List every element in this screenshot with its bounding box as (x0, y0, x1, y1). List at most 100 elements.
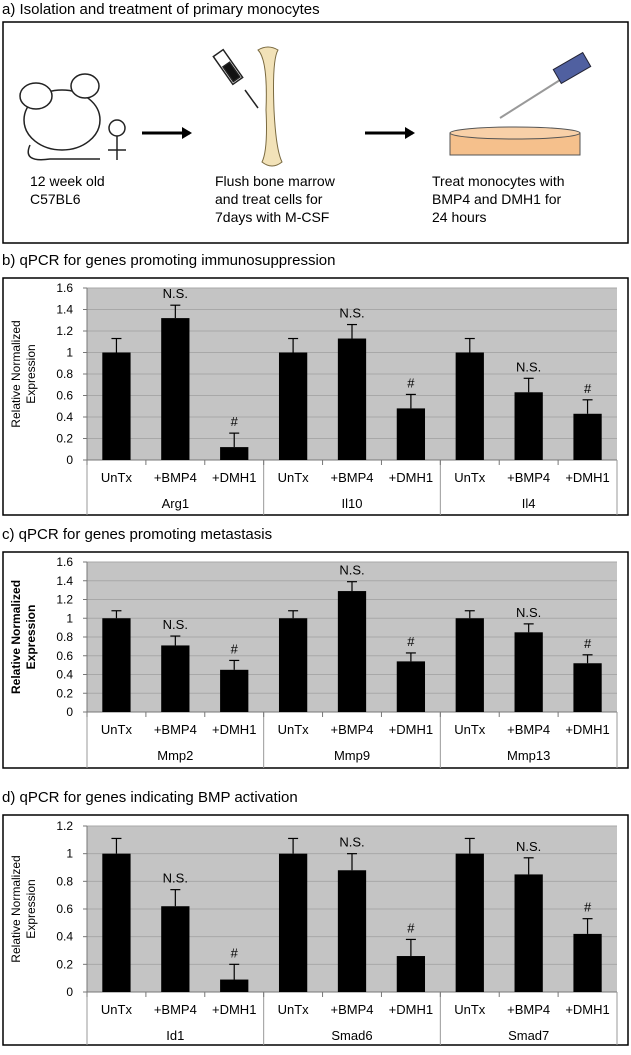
x-tick-label: +DMH1 (565, 722, 609, 737)
annotation: # (407, 634, 415, 649)
x-tick-label: +BMP4 (507, 1002, 550, 1017)
bar (102, 853, 131, 992)
bar (102, 352, 131, 460)
y-tick-label: 1.6 (56, 555, 73, 569)
y-axis-label: Relative Normalized (9, 855, 23, 962)
step-text: BMP4 and DMH1 for (432, 191, 561, 207)
y-tick-label: 0.4 (56, 668, 73, 682)
x-tick-label: UnTx (278, 1002, 310, 1017)
annotation: # (407, 920, 415, 935)
annotation: N.S. (163, 871, 188, 886)
bar (278, 618, 308, 712)
group-label: Il10 (342, 496, 363, 511)
annotation: N.S. (516, 359, 541, 374)
step-text: and treat cells for (215, 191, 323, 207)
group-label: Mmp13 (507, 748, 550, 763)
x-tick-label: +BMP4 (331, 470, 374, 485)
annotation: N.S. (163, 286, 188, 301)
y-tick-label: 0.4 (56, 930, 73, 944)
y-tick-label: 0.8 (56, 630, 73, 644)
annotation: # (231, 414, 239, 429)
bar (514, 392, 543, 460)
mouse-icon (19, 73, 126, 161)
y-axis-label: Expression (24, 344, 38, 403)
x-tick-label: UnTx (454, 722, 486, 737)
y-tick-label: 0.2 (56, 432, 73, 446)
x-tick-label: +DMH1 (565, 470, 609, 485)
x-tick-label: +DMH1 (212, 722, 256, 737)
panel-title: a) Isolation and treatment of primary mo… (2, 1, 320, 18)
x-tick-label: UnTx (101, 1002, 133, 1017)
group-label: Il4 (522, 496, 536, 511)
annotation: N.S. (339, 563, 364, 578)
bar (161, 645, 190, 712)
arrow-head (405, 127, 415, 139)
panel-box (2, 21, 629, 244)
x-tick-label: +DMH1 (389, 722, 433, 737)
x-tick-label: +DMH1 (389, 470, 433, 485)
group-label: Smad6 (331, 1028, 372, 1043)
dish-icon (449, 126, 581, 156)
x-tick-label: UnTx (278, 722, 310, 737)
y-tick-label: 0.8 (56, 874, 73, 888)
x-tick-label: +DMH1 (389, 1002, 433, 1017)
y-tick-label: 0.6 (56, 902, 73, 916)
annotation: N.S. (516, 605, 541, 620)
x-tick-label: +BMP4 (154, 722, 197, 737)
y-tick-label: 1 (66, 847, 73, 861)
group-label: Id1 (166, 1028, 184, 1043)
x-tick-label: UnTx (454, 1002, 486, 1017)
bar (573, 933, 602, 992)
x-tick-label: UnTx (101, 470, 133, 485)
bar (573, 413, 602, 460)
x-tick-label: +DMH1 (565, 1002, 609, 1017)
bar (161, 906, 190, 992)
chart-title: d) qPCR for genes indicating BMP activat… (2, 789, 298, 806)
y-tick-label: 0.2 (56, 686, 73, 700)
x-tick-label: +DMH1 (212, 1002, 256, 1017)
bar (455, 352, 484, 460)
bar (514, 874, 543, 992)
step-text: Treat monocytes with (432, 173, 565, 189)
step-text: 7days with M-CSF (215, 209, 329, 225)
y-tick-label: 0.8 (56, 367, 73, 381)
step-text: 12 week old (30, 173, 105, 189)
annotation: # (584, 636, 592, 651)
chart-box (2, 277, 629, 516)
x-tick-label: +BMP4 (331, 722, 374, 737)
annotation: # (231, 945, 239, 960)
group-label: Mmp2 (157, 748, 193, 763)
y-tick-label: 0.2 (56, 957, 73, 971)
y-tick-label: 1.6 (56, 281, 73, 295)
bone-icon (257, 46, 283, 167)
y-tick-label: 0.6 (56, 389, 73, 403)
y-tick-label: 0.6 (56, 649, 73, 663)
chart-box (2, 814, 629, 1046)
bar (396, 661, 426, 712)
y-tick-label: 1.4 (56, 303, 73, 317)
bar (455, 853, 484, 992)
x-tick-label: UnTx (454, 470, 486, 485)
bar (278, 853, 308, 992)
annotation: # (407, 375, 415, 390)
annotation: N.S. (516, 839, 541, 854)
annotation: N.S. (163, 617, 188, 632)
y-axis-label: Relative Normalized (9, 320, 23, 427)
bar (220, 979, 249, 992)
step-text: C57BL6 (30, 191, 81, 207)
bar (220, 447, 249, 460)
bar (396, 408, 426, 460)
y-axis-label: Expression (24, 879, 38, 938)
bar (396, 956, 426, 992)
y-tick-label: 0 (66, 985, 73, 999)
bar (161, 318, 190, 460)
arrow-head (182, 127, 192, 139)
bar (337, 591, 367, 712)
y-tick-label: 1.2 (56, 324, 73, 338)
bar (455, 618, 484, 712)
bar (102, 618, 131, 712)
bar (573, 663, 602, 712)
x-tick-label: +BMP4 (331, 1002, 374, 1017)
y-tick-label: 0 (66, 453, 73, 467)
